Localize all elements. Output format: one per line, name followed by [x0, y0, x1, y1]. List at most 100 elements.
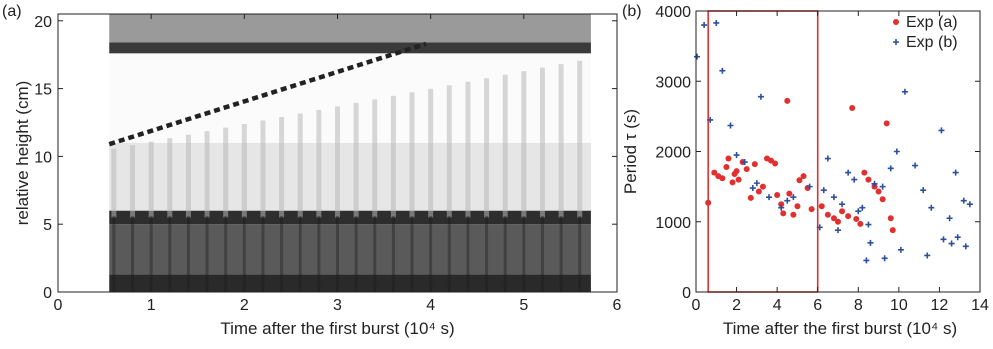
data-point-exp-a	[790, 211, 797, 218]
intensity-band	[109, 42, 591, 54]
burst-streak	[335, 106, 340, 218]
burst-streak-lower	[466, 216, 470, 292]
burst-streak	[539, 67, 545, 218]
y-tick-label: 1000	[655, 215, 691, 232]
data-point-exp-a	[889, 227, 896, 234]
data-point-exp-a	[723, 163, 730, 170]
data-point-exp-b	[778, 204, 785, 211]
legend-label-exp-a: Exp (a)	[906, 14, 958, 31]
intensity-band	[109, 274, 591, 292]
data-point-exp-a	[733, 168, 740, 175]
data-point-exp-b	[940, 236, 947, 243]
x-tick-label: 2	[240, 297, 249, 314]
data-point-exp-b	[816, 224, 823, 231]
burst-streak	[223, 127, 229, 218]
legend-marker-exp-b	[893, 39, 899, 45]
burst-streak-lower	[186, 216, 190, 292]
x-tick-label: 8	[854, 297, 863, 314]
data-point-exp-a	[830, 215, 837, 222]
data-point-exp-a	[743, 166, 750, 173]
data-point-exp-a	[772, 160, 779, 167]
data-point-exp-b	[830, 194, 837, 201]
burst-streak	[167, 138, 173, 218]
y-tick-label: 20	[34, 14, 52, 31]
burst-streak-lower	[131, 216, 135, 292]
burst-streak	[577, 60, 583, 218]
x-tick-label: 6	[813, 297, 822, 314]
burst-streak	[260, 120, 266, 218]
data-point-exp-a	[794, 203, 801, 210]
data-point-exp-b	[901, 88, 908, 95]
data-point-exp-b	[952, 169, 959, 176]
burst-streak-lower	[112, 216, 116, 292]
data-point-exp-b	[806, 183, 813, 190]
burst-streak-lower	[503, 216, 507, 292]
panel-b-scatter: 0 2 4 6 8 10 12 14 0 1000 2000 3000 4000 Exp (a) Exp (…	[621, 3, 989, 338]
y-tick-label: 10	[34, 149, 52, 166]
y-axis-label: Period τ (s)	[621, 109, 640, 194]
y-tick-label: 3000	[655, 74, 691, 91]
data-point-exp-b	[912, 162, 919, 169]
data-point-exp-b	[733, 152, 740, 159]
data-point-exp-b	[863, 257, 870, 264]
burst-streak	[484, 78, 490, 218]
burst-streak-lower	[149, 216, 153, 292]
data-point-exp-b	[820, 187, 827, 194]
x-axis-label: Time after the first burst (10⁴ s)	[220, 319, 454, 338]
data-point-exp-a	[751, 161, 758, 168]
data-point-exp-a	[780, 210, 787, 217]
x-tick-label: 3	[333, 297, 342, 314]
data-point-exp-a	[887, 215, 894, 222]
burst-streak	[241, 124, 247, 218]
data-point-exp-b	[757, 93, 764, 100]
x-tick-label: 5	[519, 297, 528, 314]
data-point-exp-b	[839, 201, 846, 208]
data-point-exp-a	[796, 177, 803, 184]
burst-streak	[446, 85, 452, 218]
x-tick-label: 10	[890, 297, 908, 314]
burst-streak-lower	[354, 216, 358, 292]
data-point-exp-a	[774, 192, 781, 199]
x-tick-label: 0	[692, 297, 701, 314]
data-point-exp-b	[966, 201, 973, 208]
burst-streak	[148, 141, 154, 218]
data-point-exp-b	[727, 122, 734, 129]
data-point-exp-b	[719, 67, 726, 74]
x-tick-label: 1	[147, 297, 156, 314]
data-point-exp-b	[938, 127, 945, 134]
burst-streak-lower	[559, 216, 563, 292]
burst-streak	[297, 113, 303, 218]
panel-a-heatmap: 0 1 2 3 4 5 6 0 5 10 15 20 Time after the first burs…	[2, 3, 622, 338]
data-point-exp-a	[835, 218, 841, 225]
burst-streak-lower	[298, 216, 302, 292]
data-point-exp-b	[954, 234, 961, 241]
burst-streak-lower	[540, 216, 544, 292]
data-point-exp-b	[928, 204, 935, 211]
burst-streak	[130, 145, 136, 218]
burst-streak-lower	[224, 216, 228, 292]
data-point-exp-b	[887, 165, 894, 172]
data-point-exp-a	[759, 183, 766, 190]
burst-streak-lower	[391, 216, 395, 292]
burst-streak	[409, 92, 415, 218]
data-point-exp-b	[784, 197, 791, 204]
axes-frame	[695, 10, 981, 293]
burst-streak-lower	[429, 216, 433, 292]
y-tick-label: 4000	[655, 4, 691, 21]
data-point-exp-b	[946, 215, 953, 222]
burst-streak-lower	[205, 216, 209, 292]
data-point-exp-b	[713, 19, 720, 26]
intensity-band	[109, 210, 591, 225]
data-point-exp-a	[747, 194, 754, 201]
data-point-exp-b	[881, 255, 888, 262]
data-point-exp-a	[875, 188, 882, 195]
data-point-exp-a	[778, 201, 785, 208]
data-point-exp-b	[948, 240, 955, 247]
intensity-band	[109, 142, 591, 211]
highlight-box	[707, 10, 819, 293]
data-point-exp-a	[849, 104, 856, 111]
x-tick-label: 4	[426, 297, 435, 314]
x-axis-label: Time after the first burst (10⁴ s)	[723, 319, 957, 338]
data-point-exp-a	[800, 173, 807, 180]
burst-streak	[428, 88, 434, 218]
